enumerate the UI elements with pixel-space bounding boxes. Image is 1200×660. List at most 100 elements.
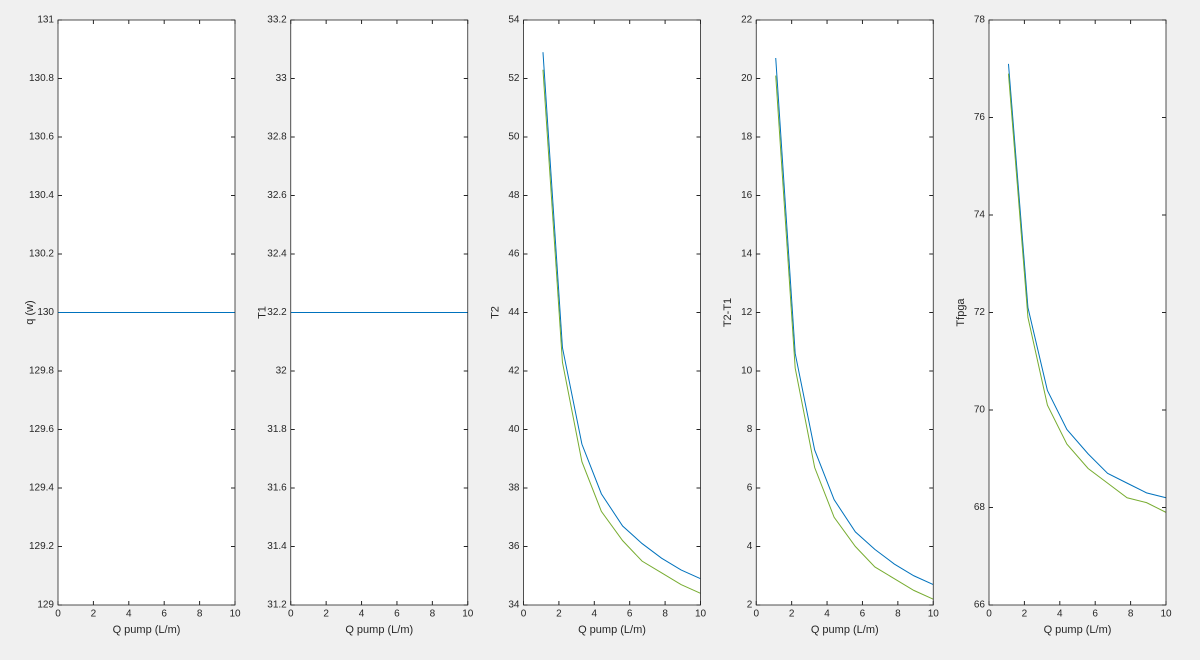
y-tick-label: 18 [741, 132, 753, 143]
y-tick-label: 129.2 [29, 541, 54, 552]
y-tick-label: 31.2 [267, 600, 287, 611]
y-tick-label: 76 [974, 112, 986, 123]
x-tick-label: 6 [627, 609, 633, 620]
data-line [1007, 73, 1167, 513]
y-tick-label: 129.8 [29, 366, 54, 377]
y-tick-label: 36 [508, 541, 520, 552]
plot-area [523, 20, 701, 605]
y-axis-label: T1 [257, 306, 269, 319]
x-tick-label: 4 [592, 609, 598, 620]
y-tick-label: 46 [508, 249, 520, 260]
y-tick-label: 33 [276, 73, 288, 84]
y-tick-label: 14 [741, 249, 753, 260]
plot-area [989, 20, 1166, 605]
x-tick-label: 2 [1022, 609, 1028, 620]
x-tick-label: 4 [126, 609, 132, 620]
x-tick-label: 2 [323, 609, 329, 620]
y-tick-label: 72 [974, 307, 986, 318]
axes-box [57, 19, 236, 606]
y-tick-label: 129.4 [29, 483, 54, 494]
data-line [775, 57, 934, 585]
y-tick-label: 130.2 [29, 249, 54, 260]
x-axis-label: Q pump (L/m) [578, 624, 646, 636]
y-tick-label: 130 [37, 307, 54, 318]
x-axis-label: Q pump (L/m) [345, 624, 413, 636]
x-tick-label: 0 [753, 609, 759, 620]
axes-box [290, 19, 469, 606]
data-line [1007, 63, 1167, 499]
axes-box [755, 19, 934, 606]
x-tick-label: 10 [229, 609, 241, 620]
y-tick-label: 32.6 [267, 190, 287, 201]
x-tick-label: 8 [197, 609, 203, 620]
y-tick-label: 22 [741, 15, 753, 26]
x-axis-label: Q pump (L/m) [1044, 624, 1112, 636]
y-tick-label: 31.4 [267, 541, 287, 552]
y-tick-label: 70 [974, 405, 986, 416]
y-tick-label: 129.6 [29, 424, 54, 435]
y-tick-label: 130.4 [29, 190, 54, 201]
y-tick-label: 2 [747, 600, 753, 611]
y-tick-label: 20 [741, 73, 753, 84]
x-tick-label: 0 [55, 609, 61, 620]
x-tick-label: 10 [1160, 609, 1172, 620]
y-tick-label: 32 [276, 366, 288, 377]
axes-box [988, 19, 1167, 606]
y-tick-label: 74 [974, 210, 986, 221]
axes-box [523, 19, 701, 606]
y-tick-label: 12 [741, 307, 753, 318]
axes: 129 129.2 129.4 129.6 129.8 130 130.2 130.4 130.… [24, 15, 241, 636]
x-tick-label: 8 [430, 609, 436, 620]
y-tick-label: 33.2 [267, 15, 287, 26]
x-tick-label: 4 [359, 609, 365, 620]
y-tick-label: 32.2 [267, 307, 287, 318]
y-tick-label: 8 [747, 424, 753, 435]
y-tick-label: 42 [508, 366, 520, 377]
y-tick-label: 129 [37, 600, 54, 611]
y-tick-label: 130.8 [29, 73, 54, 84]
x-tick-label: 2 [556, 609, 562, 620]
y-tick-label: 40 [508, 424, 520, 435]
y-axis-label: T2 [489, 306, 501, 319]
y-tick-label: 48 [508, 190, 520, 201]
y-axis-label: Tfpga [955, 298, 967, 327]
y-tick-label: 4 [747, 541, 753, 552]
x-tick-label: 10 [462, 609, 474, 620]
x-axis-label: Q pump (L/m) [113, 624, 181, 636]
y-tick-label: 31.6 [267, 483, 287, 494]
y-tick-label: 131 [37, 15, 54, 26]
y-axis-label: q (w) [24, 300, 36, 324]
x-tick-label: 8 [895, 609, 901, 620]
x-tick-label: 4 [824, 609, 830, 620]
y-tick-label: 32.8 [267, 132, 287, 143]
plot-area [756, 20, 934, 605]
y-tick-label: 50 [508, 132, 520, 143]
data-line [775, 75, 934, 600]
y-tick-label: 34 [508, 600, 520, 611]
y-axis-label: T2-T1 [722, 298, 734, 327]
y-tick-label: 38 [508, 483, 520, 494]
x-tick-label: 8 [662, 609, 668, 620]
y-tick-label: 66 [974, 600, 986, 611]
x-tick-label: 6 [394, 609, 400, 620]
x-tick-label: 10 [928, 609, 940, 620]
x-tick-label: 6 [860, 609, 866, 620]
data-line [542, 69, 701, 594]
x-tick-label: 4 [1057, 609, 1063, 620]
y-tick-label: 52 [508, 73, 520, 84]
y-tick-label: 68 [974, 502, 986, 513]
x-tick-label: 0 [521, 609, 527, 620]
x-tick-label: 6 [161, 609, 167, 620]
x-axis-label: Q pump (L/m) [811, 624, 879, 636]
x-tick-label: 2 [789, 609, 795, 620]
y-tick-label: 44 [508, 307, 520, 318]
axes: 31.2 31.4 31.6 31.8 32 32.2 32.4 32.6 32.8 33 33.2… [257, 15, 474, 636]
y-tick-label: 31.8 [267, 424, 287, 435]
data-line [542, 52, 701, 580]
y-tick-label: 16 [741, 190, 753, 201]
y-tick-label: 6 [747, 483, 753, 494]
